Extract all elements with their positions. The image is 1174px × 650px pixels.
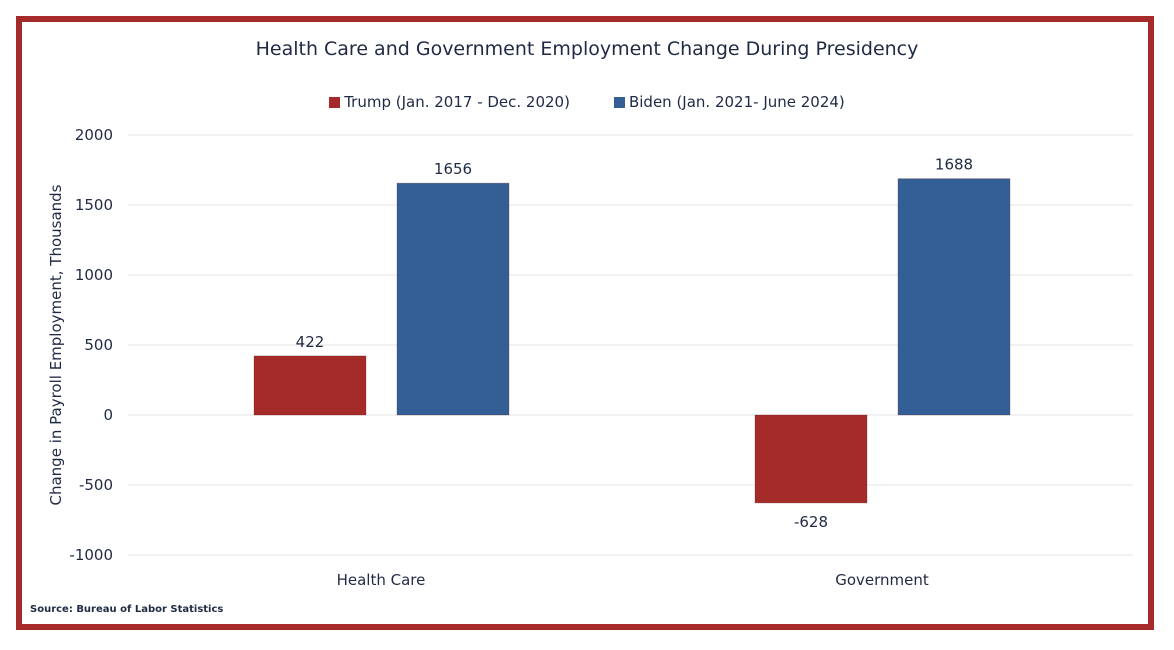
bar [754,414,868,504]
y-tick-label: 1500 [75,196,113,214]
y-tick-label: 2000 [75,126,113,144]
legend: Trump (Jan. 2017 - Dec. 2020) Biden (Jan… [0,93,1174,111]
legend-item-trump: Trump (Jan. 2017 - Dec. 2020) [329,93,570,111]
legend-label-trump: Trump (Jan. 2017 - Dec. 2020) [344,93,570,111]
y-tick-label: -500 [79,476,113,494]
legend-swatch-trump [329,96,341,108]
legend-item-biden: Biden (Jan. 2021- June 2024) [613,93,845,111]
source-note: Source: Bureau of Labor Statistics [30,604,224,615]
bar [396,182,510,416]
bar [253,355,367,416]
y-tick-label: 500 [84,336,113,354]
x-tick-label: Government [835,571,929,589]
data-label: 422 [296,333,325,351]
data-label: 1688 [935,156,973,174]
x-tick-label: Health Care [337,571,426,589]
y-axis-label: Change in Payroll Employment, Thousands [47,184,65,505]
legend-swatch-biden [613,96,625,108]
y-tick-label: 0 [103,406,113,424]
data-label: 1656 [434,160,472,178]
y-tick-label: -1000 [69,546,113,564]
y-tick-label: 1000 [75,266,113,284]
chart-title: Health Care and Government Employment Ch… [255,38,919,60]
legend-label-biden: Biden (Jan. 2021- June 2024) [628,93,845,111]
bar [897,178,1011,416]
data-label: -628 [794,513,828,531]
